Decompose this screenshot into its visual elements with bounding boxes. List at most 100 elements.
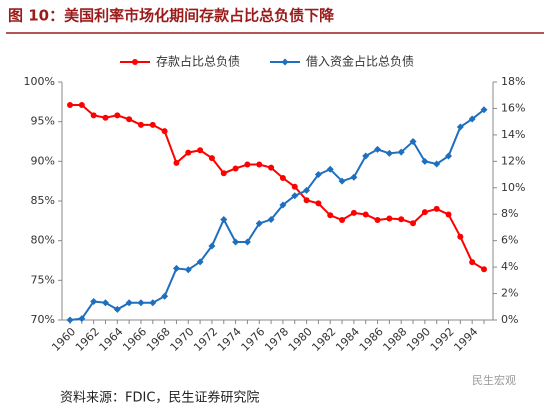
point bbox=[468, 115, 476, 123]
y-tick-label: 85% bbox=[31, 194, 55, 207]
point bbox=[256, 161, 263, 168]
point bbox=[386, 215, 393, 222]
point bbox=[220, 170, 227, 177]
legend-marker bbox=[132, 59, 138, 65]
series-line bbox=[70, 104, 485, 271]
point bbox=[350, 173, 358, 181]
x-tick-label: 1990 bbox=[404, 325, 433, 354]
point bbox=[255, 219, 263, 227]
point bbox=[161, 292, 169, 300]
x-tick-label: 1984 bbox=[333, 325, 362, 354]
point bbox=[185, 149, 192, 156]
point bbox=[173, 159, 180, 166]
point bbox=[291, 183, 298, 190]
point bbox=[126, 116, 133, 123]
point bbox=[101, 299, 109, 307]
point bbox=[279, 174, 286, 181]
point bbox=[90, 297, 98, 305]
x-tick-label: 1980 bbox=[286, 325, 315, 354]
point bbox=[161, 128, 168, 135]
point bbox=[67, 102, 73, 109]
y2-tick-label: 16% bbox=[501, 101, 525, 114]
point bbox=[113, 305, 121, 313]
point bbox=[362, 152, 370, 160]
x-tick-label: 1992 bbox=[428, 325, 457, 354]
point bbox=[197, 147, 204, 154]
x-tick-label: 1976 bbox=[239, 325, 268, 354]
point bbox=[196, 258, 204, 266]
x-tick-label: 1974 bbox=[215, 325, 244, 354]
point bbox=[469, 259, 476, 266]
x-tick-label: 1978 bbox=[262, 325, 291, 354]
point bbox=[314, 171, 322, 179]
point bbox=[78, 102, 85, 109]
point bbox=[445, 211, 452, 218]
x-tick-label: 1982 bbox=[309, 325, 338, 354]
point bbox=[208, 155, 215, 162]
point bbox=[232, 165, 239, 172]
x-tick-label: 1968 bbox=[144, 325, 173, 354]
point bbox=[90, 112, 97, 119]
point bbox=[421, 157, 429, 165]
point bbox=[78, 315, 86, 323]
point bbox=[327, 212, 334, 219]
x-tick-label: 1962 bbox=[73, 325, 102, 354]
y2-tick-label: 4% bbox=[501, 260, 518, 273]
y2-tick-label: 8% bbox=[501, 207, 518, 220]
point bbox=[303, 186, 311, 194]
point bbox=[66, 316, 74, 324]
point bbox=[421, 209, 428, 216]
x-tick-label: 1964 bbox=[97, 325, 126, 354]
point bbox=[184, 266, 192, 274]
point bbox=[149, 121, 156, 128]
point bbox=[480, 106, 488, 114]
chart-title: 图 10：美国利率市场化期间存款占比总负债下降 bbox=[8, 7, 335, 25]
point bbox=[303, 197, 310, 204]
x-tick-label: 1986 bbox=[357, 325, 386, 354]
point bbox=[338, 177, 346, 185]
x-tick-label: 1988 bbox=[380, 325, 409, 354]
point bbox=[339, 217, 346, 224]
y2-tick-label: 14% bbox=[501, 128, 525, 141]
y-tick-label: 70% bbox=[31, 313, 55, 326]
x-tick-label: 1966 bbox=[120, 325, 149, 354]
point bbox=[456, 123, 464, 131]
legend-marker bbox=[281, 58, 289, 66]
y2-tick-label: 18% bbox=[501, 75, 525, 88]
legend-label: 存款占比总负债 bbox=[156, 54, 240, 69]
point bbox=[243, 238, 251, 246]
point bbox=[409, 138, 417, 145]
point bbox=[362, 211, 369, 218]
y-tick-label: 80% bbox=[31, 234, 55, 247]
point bbox=[220, 216, 228, 224]
y-tick-label: 90% bbox=[31, 154, 55, 167]
point bbox=[445, 152, 453, 160]
point bbox=[291, 192, 299, 200]
point bbox=[385, 149, 393, 157]
y-tick-label: 75% bbox=[31, 273, 55, 286]
point bbox=[208, 242, 216, 250]
point bbox=[326, 165, 334, 173]
point bbox=[267, 216, 275, 224]
point bbox=[244, 161, 251, 168]
point bbox=[315, 200, 322, 207]
point bbox=[125, 299, 133, 307]
x-tick-label: 1970 bbox=[168, 325, 197, 354]
y2-tick-label: 10% bbox=[501, 181, 525, 194]
legend-label: 借入资金占比总负债 bbox=[306, 54, 414, 69]
watermark: 民生宏观 bbox=[472, 373, 516, 387]
point bbox=[137, 299, 145, 307]
y2-tick-label: 0% bbox=[501, 313, 518, 326]
y-tick-label: 95% bbox=[31, 115, 55, 128]
point bbox=[149, 299, 157, 307]
point bbox=[398, 216, 405, 223]
point bbox=[268, 164, 275, 171]
y2-tick-label: 2% bbox=[501, 287, 518, 300]
point bbox=[137, 121, 144, 128]
source-note: 资料来源：FDIC，民生证券研究院 bbox=[60, 390, 259, 406]
point bbox=[350, 209, 357, 216]
point bbox=[410, 220, 417, 227]
point bbox=[433, 160, 441, 168]
point bbox=[374, 217, 381, 224]
